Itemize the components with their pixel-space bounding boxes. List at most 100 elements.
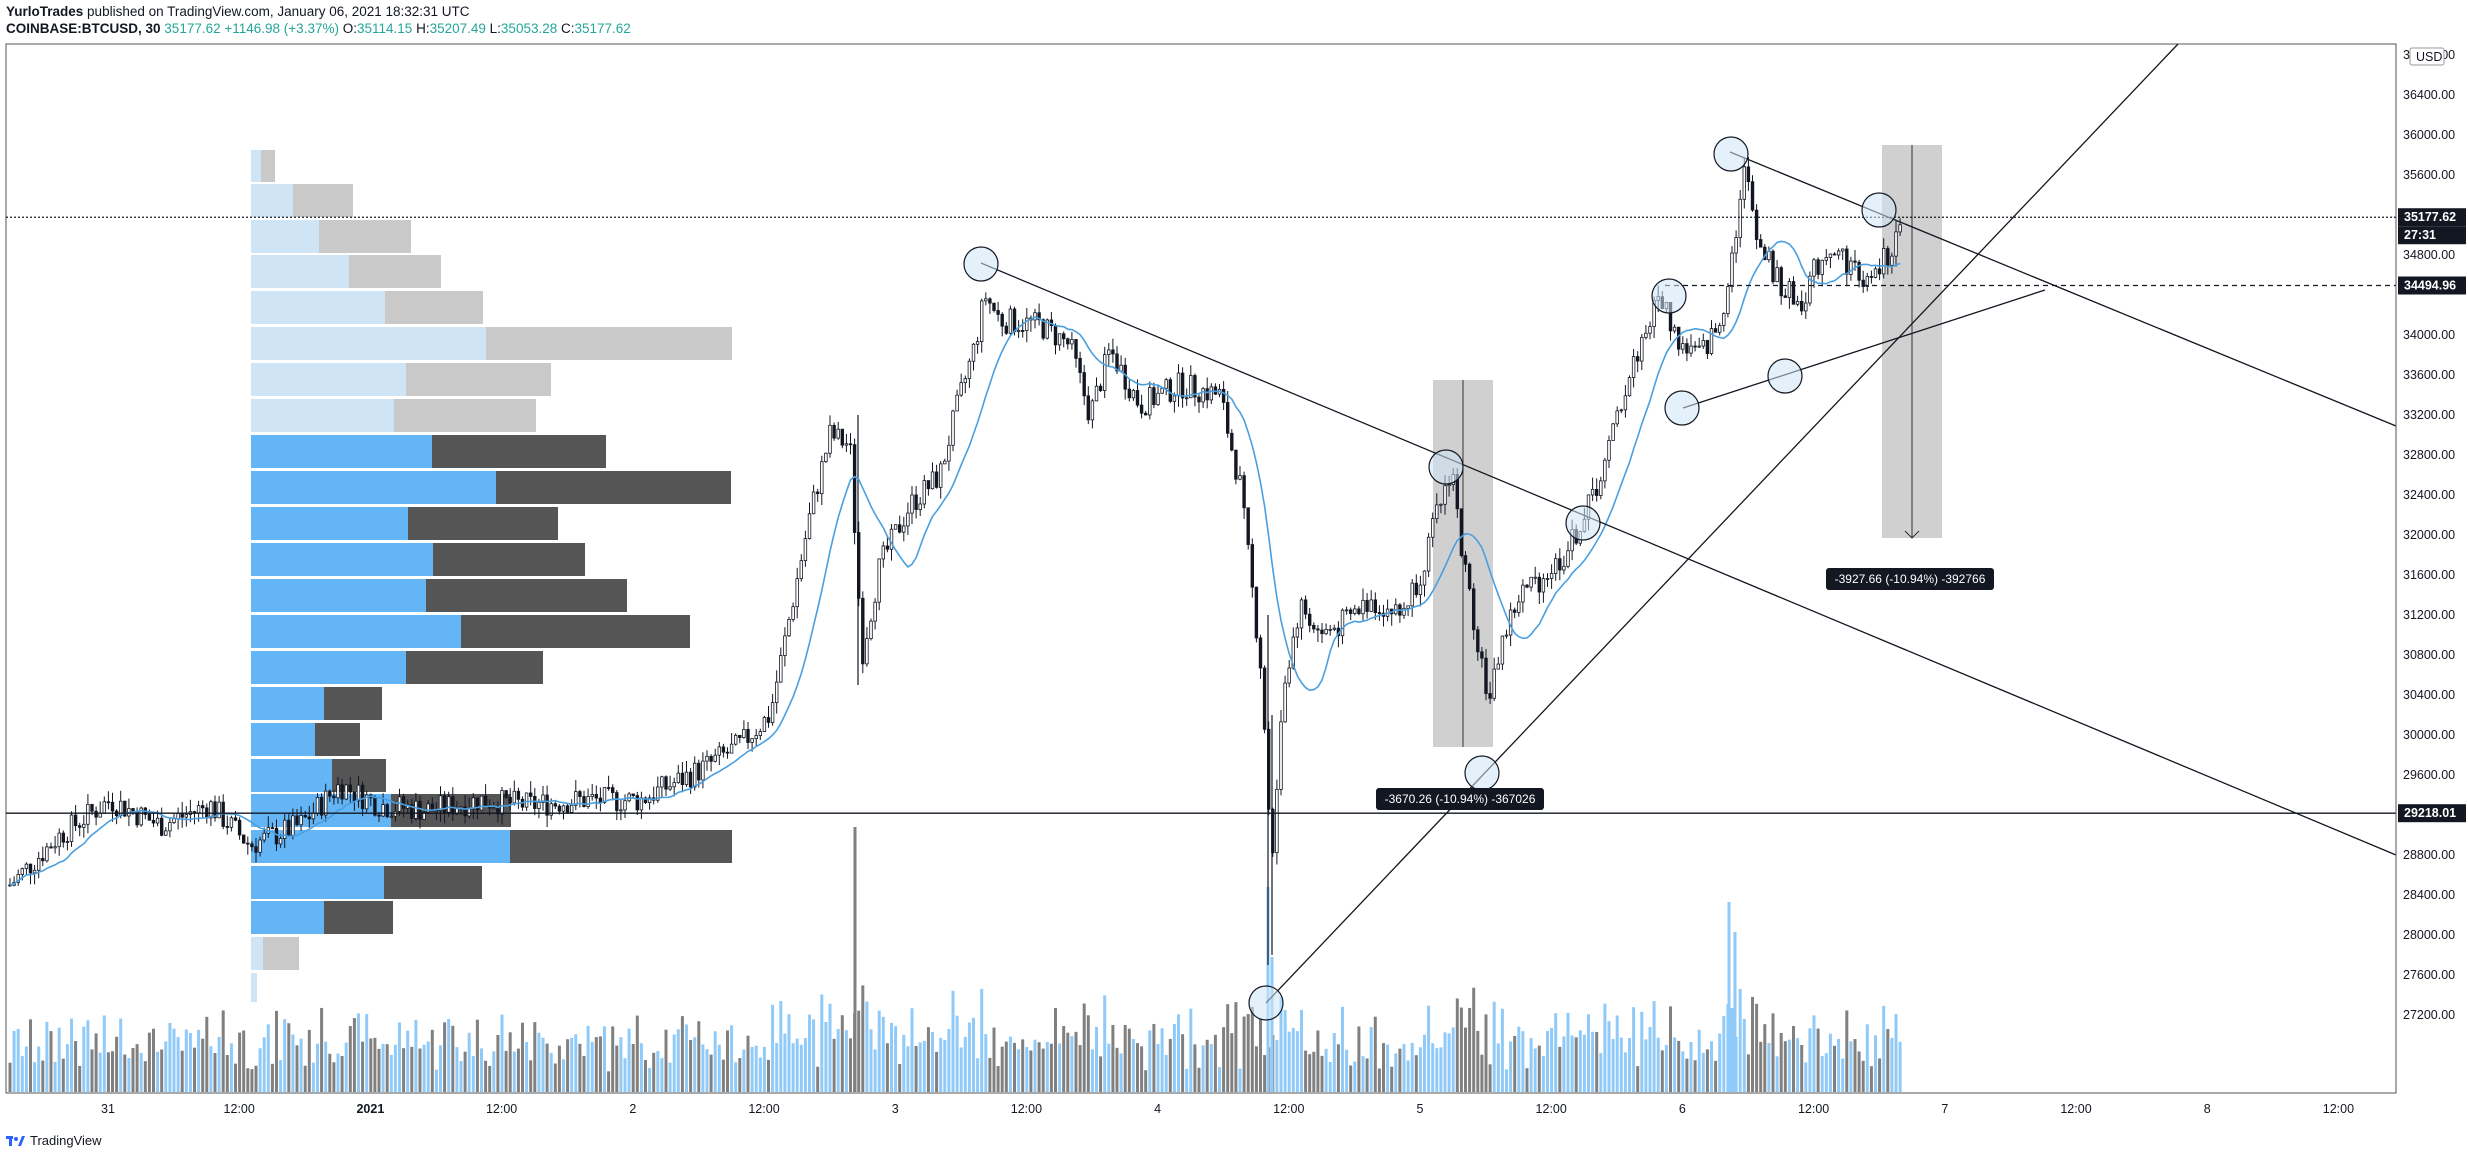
- time-tick-label: 12:00: [1273, 1102, 1304, 1116]
- volume-bar: [492, 1051, 496, 1092]
- volume-bar: [1226, 1004, 1230, 1092]
- tradingview-footer[interactable]: TradingView: [6, 1133, 102, 1148]
- price-tick-label: 36000.00: [2403, 128, 2455, 142]
- candle-body: [410, 804, 414, 819]
- countdown-tag: 27:31: [2404, 228, 2436, 242]
- time-tick-label: 2: [629, 1102, 636, 1116]
- volume-bar: [361, 1041, 365, 1092]
- candle-body: [738, 734, 742, 738]
- volume-bar: [1492, 1001, 1496, 1092]
- volume-bar: [480, 1048, 483, 1092]
- volume-bar: [959, 1047, 963, 1092]
- volume-bar: [1869, 1066, 1873, 1092]
- candle-body: [377, 814, 381, 817]
- volume-bar: [529, 1060, 533, 1092]
- volume-bar: [1230, 1033, 1234, 1092]
- candle-body: [295, 815, 299, 826]
- volume-bar: [1349, 1065, 1353, 1092]
- volume-bar: [143, 1061, 147, 1092]
- candle-body: [549, 803, 553, 816]
- volume-profile-buy: [251, 937, 263, 970]
- volume-bar: [1054, 1007, 1057, 1092]
- volume-bar: [1849, 1041, 1853, 1092]
- publish-line: YurloTrades published on TradingView.com…: [6, 3, 631, 20]
- candle-body: [1726, 286, 1730, 314]
- volume-bar: [70, 1018, 73, 1092]
- candle-body: [807, 513, 812, 540]
- candle-body: [1447, 484, 1451, 487]
- volume-bar: [1279, 996, 1283, 1092]
- candle-body: [1209, 386, 1213, 401]
- candle-body: [934, 471, 939, 488]
- volume-bar: [877, 1010, 881, 1092]
- volume-bar: [1205, 1039, 1209, 1092]
- volume-bar: [406, 1030, 410, 1092]
- volume-bar: [119, 1018, 123, 1092]
- volume-bar: [434, 1069, 438, 1092]
- volume-bar: [164, 1041, 168, 1092]
- candle-body: [287, 819, 291, 836]
- volume-bar: [1058, 1043, 1062, 1092]
- candle-body: [1332, 627, 1336, 630]
- candle-body: [180, 813, 184, 818]
- candle-body: [1845, 248, 1849, 275]
- author-name[interactable]: YurloTrades: [6, 4, 84, 19]
- candle-body: [545, 794, 549, 816]
- candle-body: [1677, 326, 1681, 350]
- candle-body: [795, 578, 799, 608]
- volume-bar: [775, 1043, 779, 1092]
- candle-body: [414, 800, 418, 819]
- candle-body: [885, 545, 890, 550]
- volume-bar: [1878, 1058, 1882, 1092]
- volume-bar: [730, 1025, 734, 1092]
- volume-bar: [1111, 1024, 1115, 1092]
- volume-bar: [463, 1051, 467, 1092]
- volume-bar: [918, 1042, 922, 1092]
- volume-bar: [1669, 1006, 1672, 1092]
- candle-body: [340, 784, 344, 800]
- volume-bar: [98, 1052, 102, 1092]
- candle-body: [328, 790, 332, 797]
- volume-bar: [894, 1026, 898, 1092]
- candle-body: [1488, 693, 1492, 699]
- candle-body: [1808, 275, 1812, 304]
- volume-bar: [1148, 1030, 1152, 1092]
- volume-bar: [348, 1026, 352, 1092]
- volume-bar: [1345, 1049, 1349, 1092]
- candle-body: [1205, 388, 1209, 401]
- time-axis: 31 12:00 2021 12:00 2 12:00 3 12:00 4 12:00 5 12:00…: [6, 1092, 2396, 1116]
- price-tick-label: 29600.00: [2403, 768, 2455, 782]
- candle-body: [217, 801, 221, 819]
- volume-bar: [1377, 1068, 1381, 1092]
- candle-body: [364, 794, 369, 810]
- candle-body: [1562, 565, 1566, 571]
- volume-bar: [1759, 1041, 1763, 1092]
- volume-bar: [1529, 1038, 1533, 1092]
- volume-bar: [1861, 1060, 1865, 1092]
- volume-bar: [1369, 1027, 1373, 1092]
- volume-bar: [279, 1060, 283, 1092]
- volume-bar: [1177, 1014, 1180, 1092]
- candle-body: [508, 796, 512, 804]
- volume-bar: [1144, 1070, 1148, 1092]
- candle-body: [282, 819, 287, 839]
- candle-body: [1012, 308, 1017, 333]
- candle-body: [110, 801, 115, 812]
- volume-bar: [1742, 1018, 1746, 1092]
- candle-body: [1357, 608, 1361, 615]
- volume-bar: [1189, 1008, 1193, 1092]
- volume-bar: [713, 1031, 717, 1092]
- candle-body: [1160, 387, 1164, 394]
- candle-body: [1221, 388, 1226, 403]
- candle-body: [1426, 536, 1431, 572]
- volume-bar: [709, 1054, 713, 1092]
- candle-body: [1402, 607, 1406, 616]
- symbol-label[interactable]: COINBASE:BTCUSD, 30: [6, 21, 161, 36]
- volume-bar: [627, 1028, 631, 1092]
- volume-bar: [820, 994, 824, 1092]
- volume-bar: [369, 1038, 373, 1092]
- pivot-circle: [1861, 192, 1897, 228]
- volume-bar: [307, 1029, 311, 1092]
- volume-bar: [1500, 1008, 1504, 1092]
